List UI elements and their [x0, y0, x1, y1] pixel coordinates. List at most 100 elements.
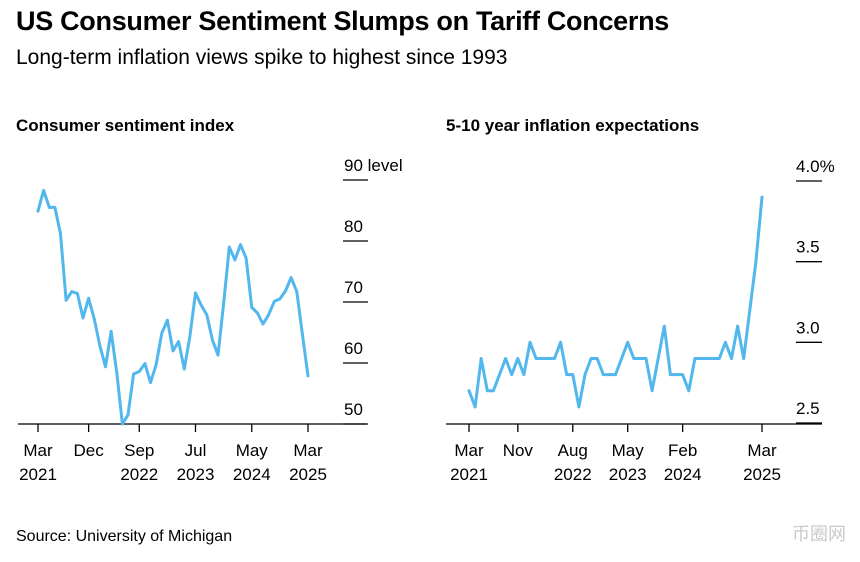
data-point — [693, 357, 697, 360]
data-point — [211, 338, 214, 342]
data-point — [92, 317, 96, 321]
data-point — [522, 373, 526, 376]
y-tick-label: 4.0% — [796, 157, 835, 176]
x-tick-label: May — [236, 441, 269, 460]
data-point — [650, 389, 654, 393]
x-tick-label: Jul — [185, 441, 207, 460]
x-tick-year-label: 2025 — [289, 465, 327, 484]
data-point — [272, 300, 276, 303]
x-tick-year-label: 2021 — [19, 465, 57, 484]
data-point — [669, 373, 672, 376]
x-tick-label: Sep — [124, 441, 154, 460]
sentiment-chart: 90 level 80 70 60 50 Mar 2021 Dec Sep 2022 Jul 2023… — [18, 156, 403, 484]
data-point — [188, 334, 192, 338]
data-point — [681, 373, 684, 376]
data-point — [250, 306, 254, 309]
data-point — [177, 340, 181, 343]
data-point — [98, 344, 102, 348]
data-point — [559, 340, 562, 344]
x-tick-year-label: 2023 — [177, 465, 215, 484]
data-point — [595, 357, 599, 360]
data-point — [121, 422, 124, 426]
chart-subtitle: Long-term inflation views spike to highe… — [16, 46, 508, 69]
data-point — [711, 357, 715, 360]
data-point — [70, 290, 74, 293]
data-point — [614, 373, 617, 376]
y-tick-label: 2.5 — [796, 399, 820, 418]
x-tick-label: Mar — [454, 441, 484, 460]
x-tick-label: Mar — [747, 441, 777, 460]
data-point — [233, 258, 237, 262]
data-point — [534, 357, 538, 360]
x-tick-label: Feb — [668, 441, 697, 460]
data-point — [528, 340, 532, 344]
y-tick-label: 70 — [344, 278, 363, 297]
data-point — [154, 363, 158, 367]
data-point — [289, 276, 293, 279]
data-point — [160, 331, 164, 335]
data-point — [81, 316, 85, 320]
y-tick-label: 3.5 — [796, 238, 820, 257]
data-point — [656, 357, 660, 360]
data-point — [109, 329, 113, 333]
x-tick-label: Nov — [503, 441, 534, 460]
data-point — [166, 318, 169, 322]
data-point — [577, 405, 581, 409]
data-point — [516, 357, 520, 360]
data-point — [547, 357, 550, 360]
data-point — [115, 371, 119, 375]
data-point — [601, 373, 605, 376]
data-point — [53, 206, 57, 209]
data-point — [149, 381, 152, 384]
data-point — [244, 256, 248, 260]
x-tick-year-label: 2022 — [120, 465, 158, 484]
data-point — [638, 357, 642, 360]
data-point — [699, 357, 703, 360]
data-point — [467, 389, 471, 393]
data-point — [256, 311, 259, 315]
data-point — [205, 313, 209, 317]
x-tick-label: Mar — [293, 441, 323, 460]
x-tick-label: Mar — [23, 441, 53, 460]
x-tick-label: Aug — [558, 441, 588, 460]
y-tick-label: 80 — [344, 217, 363, 236]
data-point — [137, 370, 141, 373]
data-point — [222, 302, 226, 306]
data-point — [571, 373, 575, 376]
data-point — [589, 357, 593, 360]
data-point — [730, 357, 733, 360]
data-point — [261, 322, 265, 326]
y-tick-label: 3.0 — [796, 318, 820, 337]
data-point — [644, 357, 648, 360]
data-point — [171, 349, 175, 353]
data-point — [199, 303, 203, 307]
y-tick-label: 60 — [344, 339, 363, 358]
data-point — [278, 297, 282, 301]
data-point — [504, 357, 507, 360]
data-point — [540, 357, 544, 360]
data-point — [295, 290, 299, 293]
x-tick-year-label: 2025 — [743, 465, 781, 484]
chart-title: US Consumer Sentiment Slumps on Tariff C… — [16, 6, 669, 36]
data-point — [182, 367, 186, 371]
data-point — [479, 357, 483, 360]
data-point — [510, 373, 514, 376]
series-line — [36, 188, 310, 426]
right-panel-title: 5-10 year inflation expectations — [446, 116, 700, 135]
data-point — [239, 243, 242, 247]
data-point — [608, 373, 611, 376]
data-point — [227, 245, 231, 249]
data-point — [492, 389, 495, 393]
data-point — [485, 389, 489, 393]
data-point — [742, 357, 746, 360]
x-tick-year-label: 2024 — [233, 465, 271, 484]
data-point — [620, 357, 623, 360]
data-point — [87, 296, 90, 300]
data-point — [36, 209, 40, 213]
data-point — [717, 357, 721, 360]
left-panel-title: Consumer sentiment index — [16, 116, 235, 135]
data-point — [583, 373, 587, 376]
data-point — [132, 372, 136, 376]
data-point — [76, 292, 79, 295]
